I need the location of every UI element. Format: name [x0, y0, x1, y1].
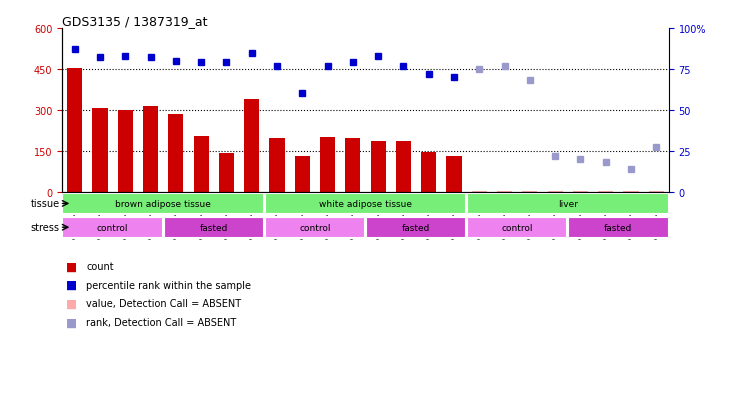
Text: GDS3135 / 1387319_at: GDS3135 / 1387319_at — [62, 15, 208, 28]
Text: brown adipose tissue: brown adipose tissue — [115, 199, 211, 209]
Bar — [219, 154, 234, 192]
Text: value, Detection Call = ABSENT: value, Detection Call = ABSENT — [86, 299, 241, 309]
Bar — [168, 114, 183, 192]
Bar — [320, 138, 335, 192]
Bar — [244, 100, 260, 192]
Text: fasted: fasted — [200, 223, 228, 232]
Text: control: control — [97, 223, 129, 232]
Bar — [265, 217, 366, 238]
Text: count: count — [86, 261, 114, 271]
Bar — [62, 217, 163, 238]
Bar — [67, 68, 83, 192]
Bar — [467, 193, 669, 215]
Bar — [371, 142, 386, 192]
Bar — [143, 107, 158, 192]
Text: ■: ■ — [66, 278, 77, 292]
Text: ■: ■ — [66, 297, 77, 310]
Text: ■: ■ — [66, 260, 77, 273]
Text: percentile rank within the sample: percentile rank within the sample — [86, 280, 251, 290]
Bar — [265, 193, 466, 215]
Bar — [62, 193, 264, 215]
Bar — [118, 111, 133, 192]
Text: tissue: tissue — [31, 199, 60, 209]
Bar — [295, 157, 310, 192]
Bar — [568, 217, 669, 238]
Text: fasted: fasted — [402, 223, 431, 232]
Text: white adipose tissue: white adipose tissue — [319, 199, 412, 209]
Bar — [471, 191, 487, 192]
Text: rank, Detection Call = ABSENT: rank, Detection Call = ABSENT — [86, 317, 237, 327]
Text: control: control — [299, 223, 330, 232]
Bar — [345, 139, 360, 192]
Text: stress: stress — [31, 223, 60, 233]
Bar — [421, 153, 436, 192]
Text: liver: liver — [558, 199, 577, 209]
Bar — [396, 142, 411, 192]
Bar — [194, 136, 209, 192]
Bar — [92, 109, 107, 192]
Text: fasted: fasted — [604, 223, 632, 232]
Bar — [366, 217, 466, 238]
Text: ■: ■ — [66, 316, 77, 329]
Bar — [467, 217, 567, 238]
Bar — [164, 217, 264, 238]
Bar — [447, 157, 461, 192]
Text: control: control — [501, 223, 533, 232]
Bar — [270, 139, 284, 192]
